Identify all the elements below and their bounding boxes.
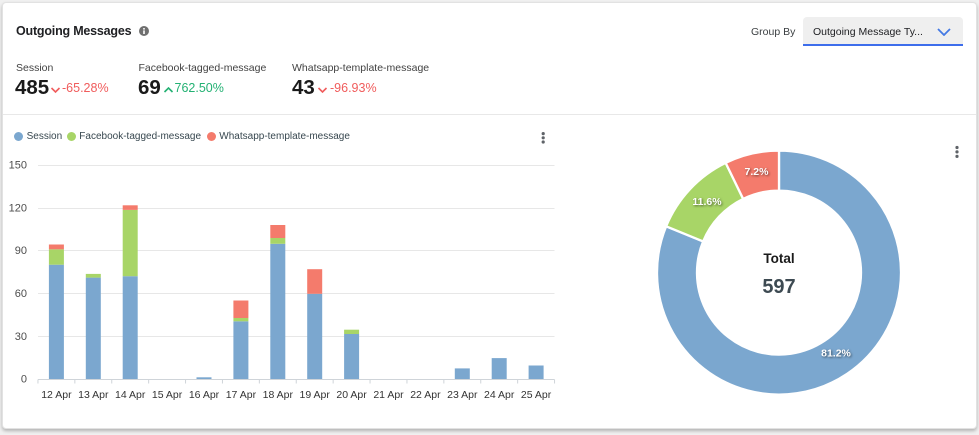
svg-text:16 Apr: 16 Apr <box>189 389 220 401</box>
svg-text:15 Apr: 15 Apr <box>152 389 183 401</box>
svg-text:19 Apr: 19 Apr <box>300 389 331 401</box>
svg-text:60: 60 <box>15 288 27 300</box>
svg-text:12 Apr: 12 Apr <box>41 389 72 401</box>
svg-text:7.2%: 7.2% <box>745 166 770 178</box>
svg-text:90: 90 <box>15 245 27 257</box>
svg-text:20 Apr: 20 Apr <box>336 389 367 401</box>
svg-text:24 Apr: 24 Apr <box>484 389 515 401</box>
svg-text:21 Apr: 21 Apr <box>373 389 404 401</box>
svg-text:30: 30 <box>15 331 27 343</box>
svg-text:25 Apr: 25 Apr <box>521 389 552 401</box>
svg-text:11.6%: 11.6% <box>692 196 722 208</box>
svg-text:81.2%: 81.2% <box>821 348 851 360</box>
svg-text:17 Apr: 17 Apr <box>226 389 257 401</box>
svg-text:150: 150 <box>9 160 27 172</box>
svg-text:13 Apr: 13 Apr <box>78 389 109 401</box>
svg-text:23 Apr: 23 Apr <box>447 389 478 401</box>
svg-text:0: 0 <box>21 374 27 386</box>
svg-text:22 Apr: 22 Apr <box>410 389 441 401</box>
svg-text:18 Apr: 18 Apr <box>263 389 294 401</box>
svg-text:120: 120 <box>9 203 27 215</box>
svg-text:14 Apr: 14 Apr <box>115 389 146 401</box>
